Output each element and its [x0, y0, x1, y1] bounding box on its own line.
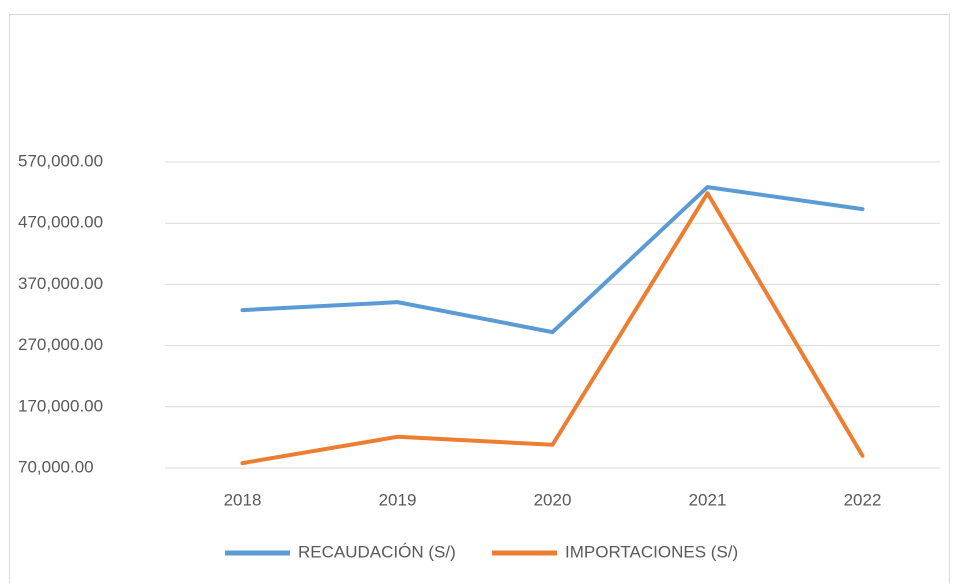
x-tick-label: 2022 [844, 490, 882, 509]
chart-frame [9, 14, 950, 588]
y-tick-label: 70,000.00 [18, 457, 94, 476]
y-tick-label: 470,000.00 [18, 213, 103, 232]
x-tick-label: 2019 [379, 490, 417, 509]
y-tick-label: 170,000.00 [18, 396, 103, 415]
series-line [240, 185, 865, 335]
legend-label: RECAUDACIÓN (S/) [298, 542, 456, 561]
x-tick-label: 2020 [534, 490, 572, 509]
x-tick-label: 2021 [689, 490, 727, 509]
y-tick-label: 370,000.00 [18, 274, 103, 293]
series-line [240, 191, 865, 466]
x-tick-label: 2018 [224, 490, 262, 509]
y-tick-label: 270,000.00 [18, 335, 103, 354]
legend-label: IMPORTACIONES (S/) [565, 542, 738, 561]
y-tick-label: 570,000.00 [18, 151, 103, 170]
